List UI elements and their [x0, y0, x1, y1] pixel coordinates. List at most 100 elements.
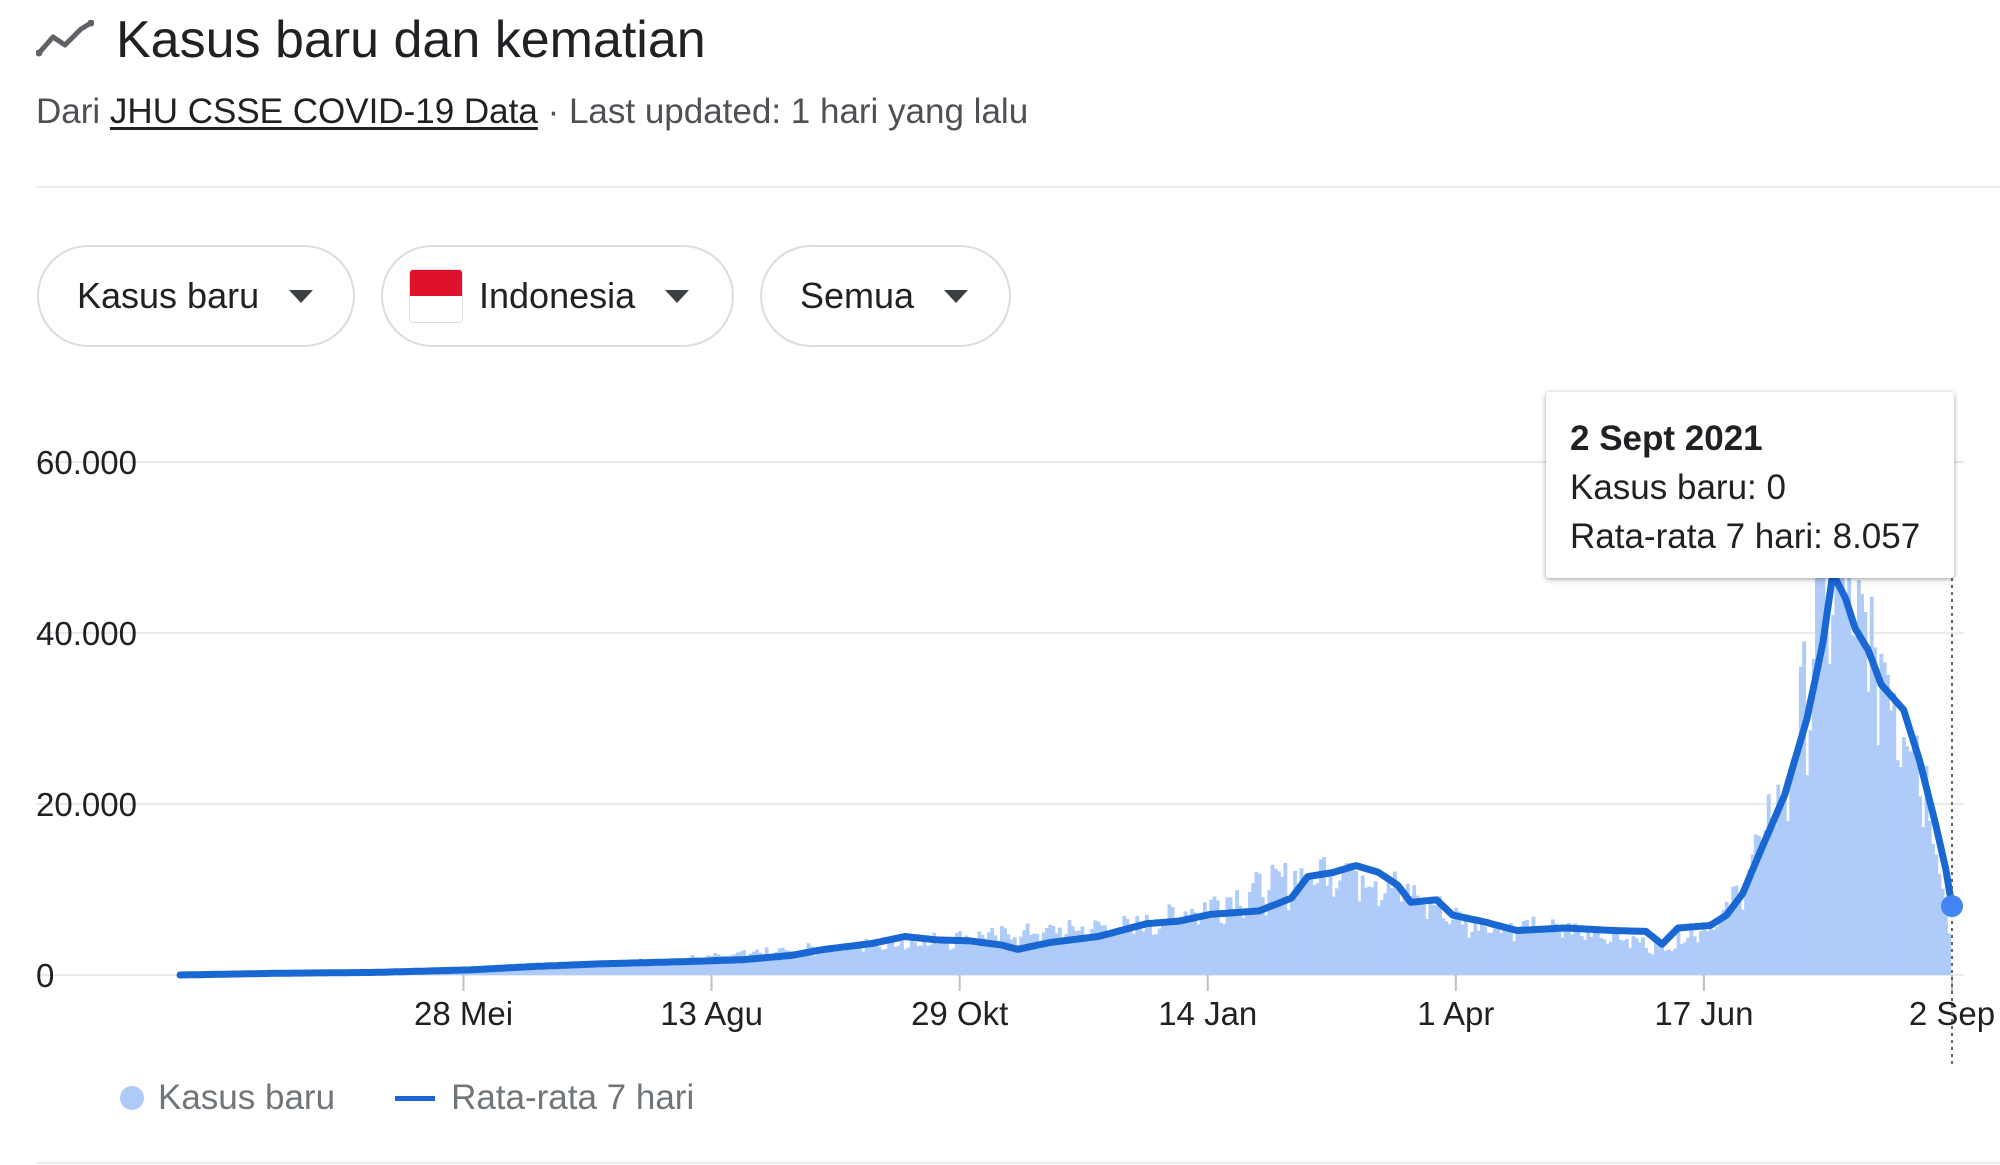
- bar: [626, 960, 631, 975]
- bar: [1608, 941, 1613, 975]
- bar: [887, 936, 892, 975]
- bar: [1215, 900, 1220, 975]
- bar: [571, 964, 576, 975]
- bar: [1202, 902, 1207, 975]
- bar: [1425, 919, 1430, 975]
- bar: [1570, 934, 1575, 975]
- bar: [1070, 926, 1075, 975]
- bar: [1318, 859, 1323, 975]
- bar: [1103, 925, 1107, 975]
- bar: [709, 956, 714, 975]
- bar: [999, 926, 1004, 975]
- bar: [1850, 635, 1855, 975]
- bar: [993, 935, 998, 975]
- bar: [1370, 887, 1375, 975]
- bar: [1615, 933, 1620, 975]
- country-dropdown[interactable]: Indonesia: [381, 245, 734, 347]
- bar: [858, 947, 863, 975]
- bar: [1544, 930, 1549, 975]
- source-prefix: Dari: [36, 92, 101, 131]
- bar: [1267, 890, 1272, 975]
- bar: [693, 957, 698, 975]
- bar: [1499, 932, 1504, 975]
- bar: [1776, 784, 1781, 975]
- bar: [1347, 862, 1352, 975]
- bar: [1051, 925, 1056, 975]
- bar: [1795, 747, 1800, 975]
- bar: [1086, 941, 1091, 975]
- bar: [629, 961, 634, 975]
- x-tick-label: 17 Jun: [1654, 995, 1753, 1032]
- bar: [890, 940, 895, 975]
- bar: [706, 955, 711, 975]
- metric-dropdown-label: Kasus baru: [77, 275, 260, 316]
- bar: [632, 962, 637, 975]
- bar: [597, 964, 602, 975]
- cases-chart[interactable]: 60.000 40.000 20.000 0 28 Mei 13 Agu 29 Okt 14 …: [0, 380, 2000, 1080]
- bar: [1019, 936, 1024, 975]
- bar: [867, 942, 872, 975]
- bar: [603, 961, 608, 975]
- bar: [1943, 911, 1948, 975]
- bar: [1396, 886, 1401, 975]
- metric-dropdown[interactable]: Kasus baru: [37, 245, 355, 347]
- bar: [1154, 934, 1159, 975]
- bar: [1747, 869, 1752, 975]
- bar: [1283, 862, 1288, 975]
- bar: [1106, 932, 1111, 975]
- bar: [1338, 880, 1343, 975]
- bar: [1173, 922, 1178, 975]
- bar: [1151, 934, 1156, 975]
- bar: [951, 948, 956, 975]
- bar: [1006, 934, 1011, 975]
- bar: [1831, 615, 1836, 975]
- bar: [1847, 537, 1852, 975]
- bar: [1586, 927, 1591, 975]
- bar: [610, 964, 614, 975]
- bar: [938, 939, 943, 975]
- bar: [954, 933, 959, 975]
- bar: [577, 965, 582, 975]
- bar: [648, 961, 653, 975]
- bar: [1534, 930, 1539, 975]
- bar: [1115, 931, 1120, 975]
- bar: [1196, 924, 1201, 975]
- chevron-down-icon: [665, 289, 690, 303]
- bar: [523, 966, 527, 975]
- bar: [1344, 863, 1349, 975]
- average-line: [176, 569, 1956, 979]
- bar: [1167, 904, 1172, 975]
- bar: [1489, 932, 1494, 975]
- bar: [1782, 798, 1787, 975]
- bar: [532, 966, 537, 975]
- bar: [1914, 735, 1919, 975]
- bar: [1438, 896, 1442, 975]
- source-link[interactable]: JHU CSSE COVID-19 Data: [109, 92, 538, 131]
- bar: [1096, 921, 1101, 975]
- bar: [854, 947, 859, 975]
- bar: [1038, 943, 1043, 975]
- bar: [1057, 927, 1062, 975]
- bar: [565, 965, 569, 975]
- bar: [758, 952, 763, 975]
- bar: [990, 927, 995, 975]
- bar: [684, 959, 689, 975]
- bar: [1248, 892, 1252, 975]
- bar: [1386, 882, 1391, 975]
- bar: [1067, 920, 1072, 975]
- bar: [813, 955, 817, 975]
- bar: [703, 957, 708, 975]
- bar: [1028, 935, 1033, 975]
- bar: [916, 946, 921, 975]
- bar: [1560, 937, 1565, 975]
- bar: [900, 941, 904, 975]
- bar: [542, 968, 547, 975]
- bar: [1335, 888, 1339, 975]
- bar: [1512, 941, 1517, 975]
- bar: [1206, 911, 1210, 975]
- bar: [1583, 939, 1587, 975]
- bar: [1486, 932, 1491, 975]
- bar: [1077, 930, 1082, 975]
- bar: [1592, 930, 1597, 975]
- range-dropdown[interactable]: Semua: [760, 245, 1011, 347]
